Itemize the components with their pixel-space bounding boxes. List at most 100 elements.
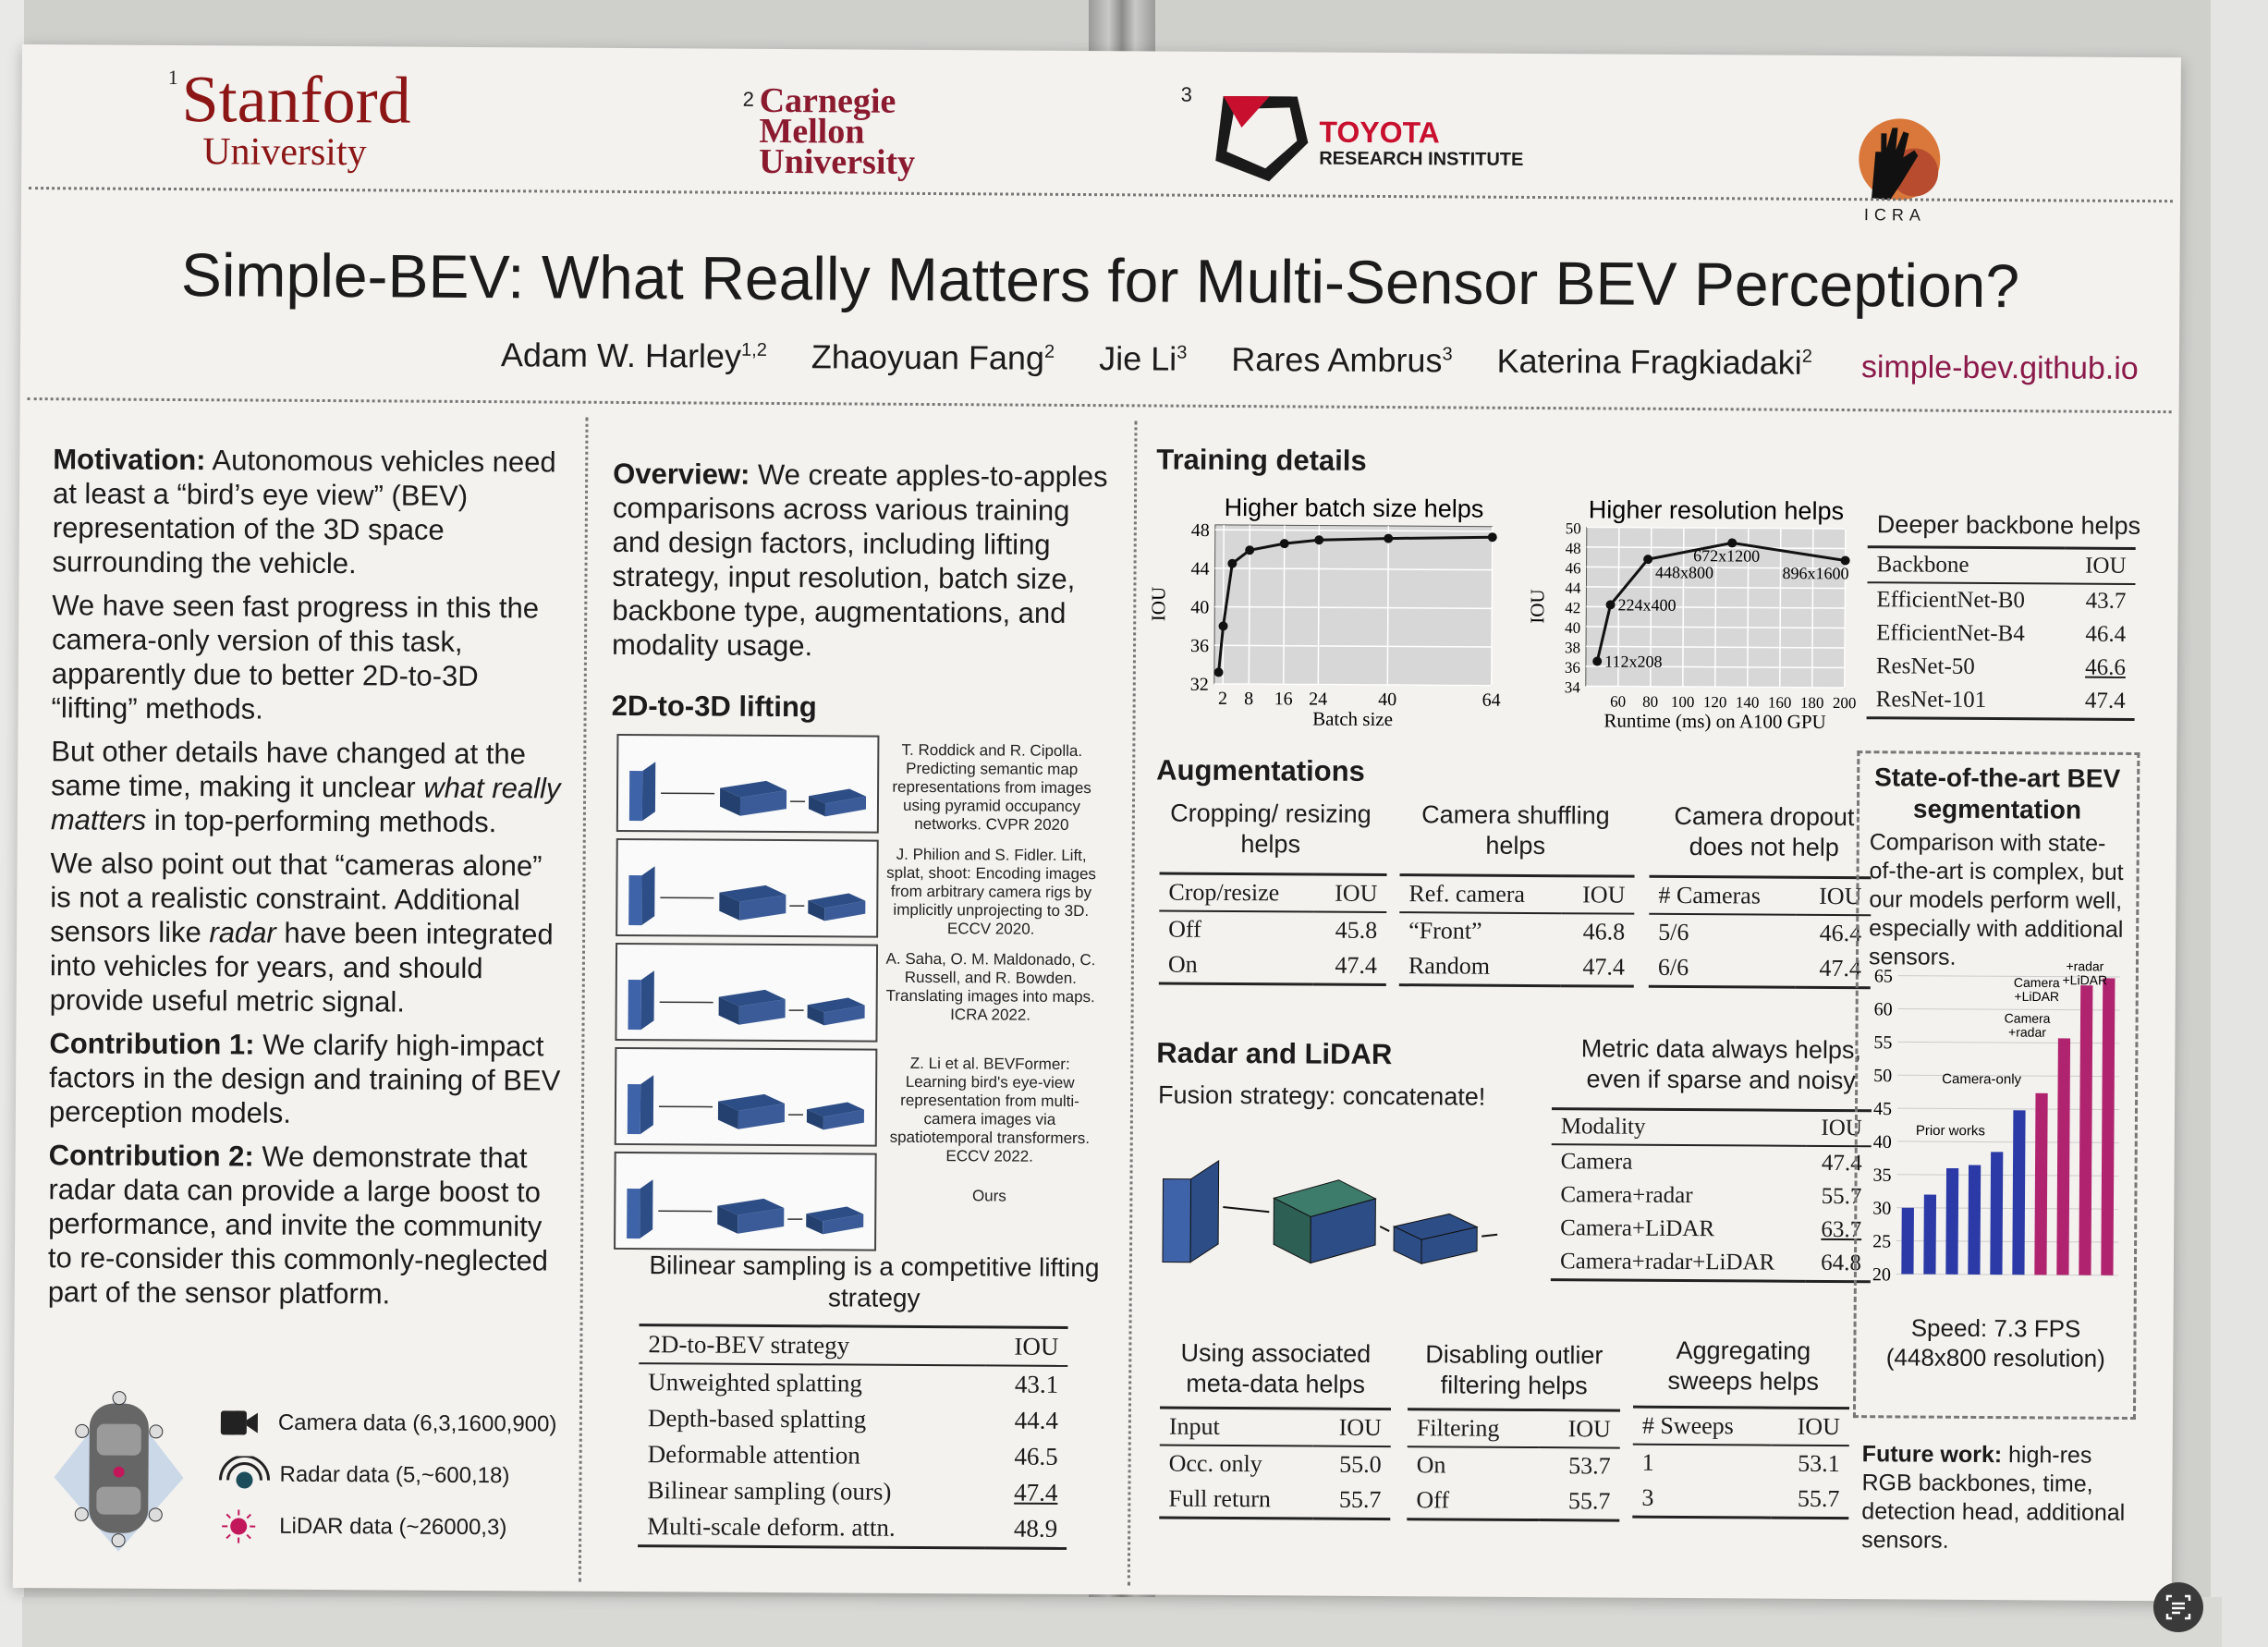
car-top-view-icon <box>44 1375 193 1561</box>
shuffle-caption: Camera shuffling helps <box>1400 799 1631 862</box>
table-row: 3 55.7 <box>1632 1481 1848 1519</box>
fusion-diagram <box>1153 1124 1506 1301</box>
data-point <box>1219 621 1228 630</box>
cmu-logo: 2 Carnegie Mellon University <box>759 86 915 178</box>
x-gridline <box>1223 525 1224 684</box>
progress-paragraph: We have seen fast progress in this the c… <box>52 588 570 727</box>
author-5: Katerina Fragkiadaki2 <box>1496 342 1812 382</box>
table-row: On 53.7 <box>1408 1446 1620 1483</box>
lifting-reference-4: Z. Li et al. BEVFormer: Learning bird's … <box>879 1055 1102 1166</box>
stanford-logo: 1 Stanford University <box>167 66 411 173</box>
y-tick-label: 34 <box>1565 678 1581 696</box>
author-4: Rares Ambrus3 <box>1231 340 1452 379</box>
y-tick-label: 30 <box>1872 1199 1891 1219</box>
bar-annotation: Camera +LiDAR <box>2014 975 2060 1004</box>
x-tick-label: 8 <box>1244 689 1253 709</box>
x-tick-label: 80 <box>1642 693 1658 711</box>
x-gridline <box>1318 526 1319 685</box>
table-row: Off 45.8 <box>1159 911 1386 949</box>
table-row: EfficientNet-B4 46.4 <box>1867 616 2135 652</box>
column-motivation: Motivation: Autonomous vehicles need at … <box>48 442 571 1321</box>
metadata-caption: Using associated meta-data helps <box>1160 1338 1391 1401</box>
cameras-alone-paragraph: We also point out that “cameras alone” i… <box>50 846 568 1019</box>
y-tick-label: 50 <box>1566 519 1581 537</box>
bar-annotation: Camera-only <box>1942 1071 2021 1088</box>
author-3: Jie Li3 <box>1099 339 1187 378</box>
metric-caption: Metric data always helps, even if sparse… <box>1568 1033 1873 1096</box>
y-tick-label: 60 <box>1874 999 1893 1019</box>
x-tick-label: 160 <box>1768 694 1792 712</box>
author-1: Adam W. Harley1,2 <box>501 336 767 375</box>
x-gridline <box>1492 527 1493 686</box>
bar <box>2034 1093 2047 1275</box>
x-tick-label: 24 <box>1309 689 1327 710</box>
data-point <box>1488 532 1497 542</box>
bar <box>1901 1208 1914 1275</box>
table-row: Multi-scale deform. attn. 48.9 <box>638 1508 1067 1548</box>
lifting-heading: 2D-to-3D lifting <box>612 689 817 724</box>
y-tick-label: 48 <box>1566 540 1581 557</box>
toyota-research-institute: RESEARCH INSTITUTE <box>1319 149 1523 171</box>
project-website-link[interactable]: simple-bev.github.io <box>1861 349 2139 387</box>
outlier-caption: Disabling outlier filtering helps <box>1408 1339 1620 1401</box>
toyota-emblem-icon <box>1204 87 1316 189</box>
table-row: ResNet-50 46.6 <box>1867 650 2135 685</box>
bilinear-caption: Bilinear sampling is a competitive lifti… <box>634 1250 1115 1315</box>
overview-paragraph: Overview: We create apples-to-apples com… <box>612 457 1112 665</box>
modality-table: Modality IOU Camera 47.4 Camera+radar 55.7 … <box>1551 1107 1872 1283</box>
y-axis-label: IOU <box>1151 587 1169 621</box>
lifting-reference-5: Ours <box>878 1187 1100 1206</box>
contribution-2: Contribution 2: We demonstrate that rada… <box>48 1138 567 1312</box>
lifting-diagram-4 <box>615 1047 878 1147</box>
lifting-diagram-2 <box>616 838 879 938</box>
x-tick-label: 100 <box>1671 693 1695 711</box>
point-label: 224x400 <box>1618 595 1677 614</box>
table-row: Depth-based splatting 44.4 <box>639 1400 1067 1439</box>
table-row: Occ. only 55.0 <box>1160 1446 1391 1483</box>
x-tick-label: 120 <box>1703 693 1727 711</box>
crop-caption: Cropping/ resizing helps <box>1160 799 1382 860</box>
lidar-icon <box>218 1507 259 1544</box>
text-scan-icon <box>2153 1582 2203 1632</box>
data-point <box>1227 559 1237 568</box>
dropout-caption: Camera dropout does not help <box>1653 801 1875 863</box>
table-row: 1 53.1 <box>1633 1445 1849 1482</box>
icra-logo: ICRA <box>1844 115 1956 226</box>
data-point <box>1643 555 1652 564</box>
lifting-diagram-1 <box>616 734 880 834</box>
backbone-table: Backbone IOU EfficientNet-B0 43.7 Efficien… <box>1867 545 2136 721</box>
y-axis-label: IOU <box>1530 589 1548 623</box>
motivation-paragraph: Motivation: Autonomous vehicles need at … <box>52 442 570 581</box>
table-row: Bilinear sampling (ours) 47.4 <box>638 1472 1067 1511</box>
x-tick-label: 60 <box>1610 693 1626 711</box>
contribution-1: Contribution 1: We clarify high-impact f… <box>49 1026 567 1131</box>
y-tick-label: 25 <box>1872 1231 1891 1251</box>
car-sensor-diagram <box>44 1375 193 1561</box>
data-point <box>1314 535 1323 544</box>
cmu-line3: University <box>759 147 915 178</box>
author-divider <box>28 397 2172 413</box>
metadata-table: Input IOU Occ. only 55.0 Full return 55.7 <box>1159 1407 1391 1521</box>
y-tick-label: 20 <box>1872 1264 1891 1285</box>
table-row: Unweighted splatting 43.1 <box>639 1363 1067 1403</box>
live-text-button[interactable] <box>2153 1582 2203 1632</box>
bar-annotation: Prior works <box>1916 1123 1985 1139</box>
y-tick-label: 48 <box>1191 520 1210 541</box>
icra-text: ICRA <box>1864 205 1926 225</box>
table-row: Full return 55.7 <box>1159 1482 1390 1519</box>
table-row: Camera 47.4 <box>1552 1144 1872 1180</box>
y-tick-label: 40 <box>1565 619 1580 637</box>
sweeps-caption: Aggregating sweeps helps <box>1637 1336 1849 1397</box>
fusion-text: Fusion strategy: concatenate! <box>1158 1081 1485 1112</box>
table-row: On 47.4 <box>1159 947 1386 985</box>
x-axis-label: Runtime (ms) on A100 GPU <box>1603 709 1825 732</box>
lifting-reference-3: A. Saha, O. M. Maldonado, C. Russell, an… <box>880 950 1102 1025</box>
sota-bar-chart: 20253035404550556065Prior worksCamera-on… <box>1860 958 2131 1311</box>
augmentations-heading: Augmentations <box>1156 754 1365 788</box>
x-tick-label: 16 <box>1274 689 1293 709</box>
x-tick-label: 64 <box>1482 690 1501 711</box>
wall-right <box>2211 0 2268 1647</box>
table-row: EfficientNet-B0 43.7 <box>1867 582 2135 618</box>
chart-title: Higher batch size helps <box>1225 494 1484 523</box>
x-tick-label: 2 <box>1218 689 1227 709</box>
